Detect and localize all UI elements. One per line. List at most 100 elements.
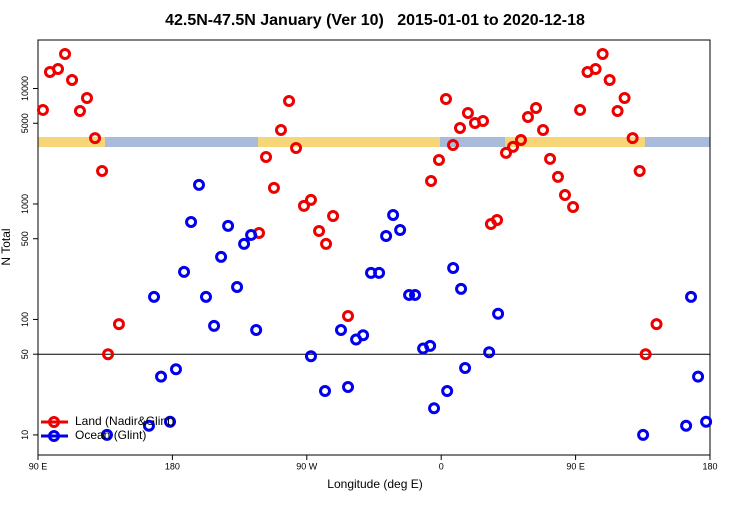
point bbox=[164, 415, 177, 428]
point bbox=[73, 105, 86, 118]
y-tick-label: 10 bbox=[20, 430, 30, 440]
point bbox=[319, 385, 332, 398]
point bbox=[148, 290, 161, 303]
point bbox=[320, 237, 333, 250]
legend-label: Land (Nadir&Glint) bbox=[75, 414, 174, 428]
chart-title: 42.5N-47.5N January (Ver 10) 2015-01-01 … bbox=[165, 12, 585, 29]
point bbox=[491, 214, 504, 227]
point bbox=[80, 91, 93, 104]
point bbox=[409, 288, 422, 301]
x-tick-label: 180 bbox=[165, 461, 180, 471]
point bbox=[603, 73, 616, 86]
point bbox=[492, 307, 505, 320]
point bbox=[215, 250, 228, 263]
point bbox=[89, 132, 102, 145]
point bbox=[192, 178, 205, 191]
point bbox=[394, 224, 407, 237]
point bbox=[544, 152, 557, 165]
point bbox=[530, 101, 543, 114]
point bbox=[700, 415, 713, 428]
point bbox=[297, 199, 310, 212]
point bbox=[507, 140, 520, 153]
point bbox=[459, 361, 472, 374]
point bbox=[567, 200, 580, 213]
point bbox=[222, 219, 235, 232]
point bbox=[596, 47, 609, 60]
point bbox=[446, 139, 459, 152]
point bbox=[692, 370, 705, 383]
point bbox=[100, 428, 113, 441]
plot-frame bbox=[37, 39, 711, 456]
y-tick-label: 10000 bbox=[20, 76, 30, 101]
point bbox=[96, 164, 109, 177]
point bbox=[551, 170, 564, 183]
point bbox=[102, 348, 115, 361]
point bbox=[680, 419, 693, 432]
point bbox=[66, 73, 79, 86]
point bbox=[238, 237, 251, 250]
point bbox=[639, 348, 652, 361]
x-tick-label: 180 bbox=[702, 461, 717, 471]
point bbox=[327, 209, 340, 222]
point bbox=[477, 114, 490, 127]
legend-label: Ocean (Glint) bbox=[75, 428, 146, 442]
point bbox=[200, 290, 212, 303]
y-tick-label: 500 bbox=[20, 231, 30, 246]
legend-marker bbox=[48, 430, 60, 442]
point bbox=[267, 181, 280, 194]
point bbox=[650, 318, 663, 331]
x-tick-label: 90 E bbox=[29, 461, 48, 471]
point bbox=[380, 229, 393, 242]
point bbox=[342, 380, 355, 393]
x-tick-label: 90 W bbox=[296, 461, 318, 471]
point bbox=[439, 92, 452, 105]
point bbox=[245, 228, 258, 241]
point bbox=[626, 132, 639, 145]
point bbox=[461, 106, 474, 119]
legend-marker bbox=[48, 416, 60, 428]
point bbox=[618, 91, 631, 104]
point bbox=[685, 290, 698, 303]
point bbox=[633, 164, 646, 177]
point bbox=[424, 339, 437, 352]
y-tick-label: 50 bbox=[20, 349, 30, 359]
point bbox=[611, 105, 624, 118]
point bbox=[185, 215, 198, 228]
point bbox=[373, 266, 386, 279]
point bbox=[231, 280, 244, 293]
y-axis-label: N Total bbox=[0, 228, 13, 265]
point bbox=[334, 324, 347, 337]
point bbox=[447, 261, 460, 274]
point bbox=[304, 193, 317, 206]
point bbox=[403, 288, 416, 301]
point bbox=[208, 319, 221, 332]
x-axis-label: Longitude (deg E) bbox=[327, 477, 422, 491]
point bbox=[342, 310, 355, 323]
point bbox=[169, 363, 182, 376]
land-ocean-strip bbox=[38, 137, 710, 147]
point bbox=[574, 103, 587, 116]
point bbox=[425, 174, 438, 187]
point bbox=[59, 47, 72, 60]
point bbox=[500, 146, 513, 159]
y-tick-label: 100 bbox=[20, 312, 30, 327]
point bbox=[283, 94, 296, 107]
point bbox=[313, 225, 326, 238]
point bbox=[274, 124, 287, 137]
point bbox=[432, 153, 445, 166]
point bbox=[589, 62, 602, 75]
point bbox=[441, 385, 454, 398]
point bbox=[637, 428, 650, 441]
point bbox=[558, 188, 571, 201]
point bbox=[178, 265, 191, 278]
point bbox=[290, 142, 303, 155]
point bbox=[428, 402, 441, 415]
point bbox=[387, 208, 400, 221]
point bbox=[52, 62, 65, 75]
point bbox=[483, 346, 496, 359]
point bbox=[36, 103, 49, 116]
point bbox=[260, 151, 273, 164]
point bbox=[155, 370, 168, 383]
point bbox=[455, 282, 468, 295]
